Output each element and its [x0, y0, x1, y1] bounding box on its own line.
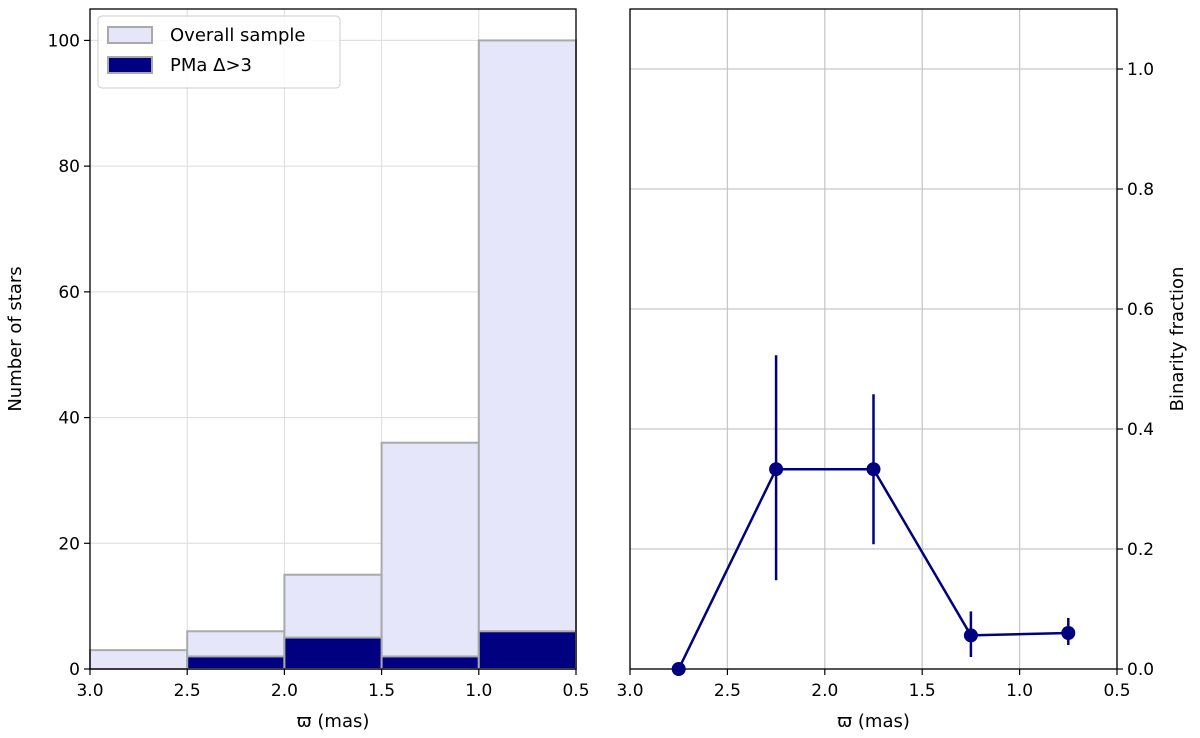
legend-swatch: [107, 56, 153, 74]
y-tick-label: 0.4: [1127, 420, 1154, 440]
x-tick-label: 0.5: [1103, 681, 1130, 701]
x-tick-label: 3.0: [76, 681, 103, 701]
pma-bar: [477, 630, 577, 670]
y-tick-label: 100: [48, 31, 80, 51]
pma-bar: [283, 636, 383, 670]
overall-sample-bar: [89, 649, 189, 671]
x-tick-label: 1.5: [368, 681, 395, 701]
y-tick-label: 0.2: [1127, 540, 1154, 560]
x-tick-label: 1.5: [909, 681, 936, 701]
x-axis-label: ϖ (mas): [837, 711, 910, 732]
x-axis-label: ϖ (mas): [297, 711, 370, 732]
legend-swatch: [107, 26, 153, 44]
legend-box: [97, 15, 341, 89]
histogram-panel: 3.0 2.5 2.0 1.5 1.0 0.5 0 20 40 60 80 100 ϖ (mas) Num…: [5, 8, 590, 732]
legend-label: Overall sample: [170, 25, 306, 46]
data-point: [769, 462, 784, 477]
legend: Overall sample PMa Δ>3: [97, 15, 341, 89]
x-tick-label: 2.5: [714, 681, 741, 701]
y-tick-label: 20: [58, 534, 80, 554]
x-tick-label: 2.0: [271, 681, 298, 701]
x-tick-label: 3.0: [616, 681, 643, 701]
x-tick-label: 0.5: [562, 681, 589, 701]
y-tick-label: 0: [69, 660, 80, 680]
overall-sample-bar: [380, 441, 480, 671]
y-tick-label: 0.8: [1127, 180, 1154, 200]
y-tick-label: 60: [58, 283, 80, 303]
y-tick-label: 1.0: [1127, 60, 1154, 80]
data-point: [671, 662, 686, 676]
y-axis-label: Number of stars: [5, 266, 26, 411]
y-tick-label: 80: [58, 157, 80, 177]
x-tick-label: 1.0: [465, 681, 492, 701]
x-tick-label: 2.0: [811, 681, 838, 701]
plot-frame: [89, 8, 577, 670]
x-tick-label: 1.0: [1006, 681, 1033, 701]
pma-bar: [186, 655, 286, 671]
binarity-fraction-panel: 3.0 2.5 2.0 1.5 1.0 0.50.0 0.2 0.4 0.6 0.8 1.0 ϖ (m…: [616, 8, 1188, 732]
data-point: [866, 462, 881, 477]
data-point: [963, 628, 978, 643]
overall-sample-bar: [477, 39, 577, 670]
pma-bar: [380, 655, 480, 671]
y-tick-label: 0.6: [1127, 300, 1154, 320]
legend-label: PMa Δ>3: [170, 55, 252, 76]
y-tick-label: 0.0: [1127, 660, 1154, 680]
y-axis-label: Binarity fraction: [1167, 267, 1188, 412]
data-point: [1061, 626, 1076, 640]
x-tick-label: 2.5: [174, 681, 201, 701]
y-tick-label: 40: [58, 409, 80, 429]
plot-frame: [629, 8, 1118, 670]
